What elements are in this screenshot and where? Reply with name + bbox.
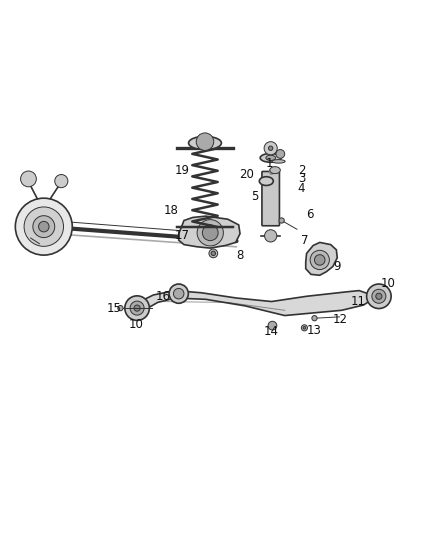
Text: 6: 6 bbox=[307, 208, 314, 221]
Circle shape bbox=[21, 171, 36, 187]
Text: 11: 11 bbox=[350, 295, 365, 308]
Circle shape bbox=[15, 198, 72, 255]
Ellipse shape bbox=[272, 159, 285, 163]
Circle shape bbox=[134, 305, 140, 311]
Text: 17: 17 bbox=[175, 229, 190, 243]
Circle shape bbox=[197, 220, 223, 246]
Text: 10: 10 bbox=[128, 318, 143, 331]
Text: 8: 8 bbox=[237, 249, 244, 262]
Circle shape bbox=[303, 327, 306, 329]
Circle shape bbox=[196, 133, 214, 150]
Ellipse shape bbox=[188, 136, 222, 150]
Text: 4: 4 bbox=[298, 182, 305, 195]
Text: 14: 14 bbox=[264, 325, 279, 338]
Text: 19: 19 bbox=[174, 164, 189, 176]
Text: 13: 13 bbox=[307, 324, 321, 336]
Circle shape bbox=[265, 230, 277, 242]
Circle shape bbox=[268, 146, 273, 150]
Ellipse shape bbox=[260, 154, 281, 162]
Circle shape bbox=[279, 218, 284, 223]
Circle shape bbox=[211, 251, 215, 255]
Circle shape bbox=[367, 284, 391, 309]
Circle shape bbox=[130, 301, 144, 315]
Circle shape bbox=[209, 249, 218, 258]
Text: 3: 3 bbox=[298, 172, 305, 185]
Text: 1: 1 bbox=[265, 157, 273, 170]
Text: 15: 15 bbox=[107, 302, 122, 314]
Text: 5: 5 bbox=[251, 190, 258, 203]
Polygon shape bbox=[134, 290, 372, 316]
Circle shape bbox=[268, 321, 277, 330]
Circle shape bbox=[314, 255, 325, 265]
Circle shape bbox=[310, 251, 329, 270]
Circle shape bbox=[312, 316, 317, 321]
Circle shape bbox=[125, 296, 149, 320]
Ellipse shape bbox=[259, 177, 273, 185]
Circle shape bbox=[39, 221, 49, 232]
FancyBboxPatch shape bbox=[262, 172, 279, 226]
Ellipse shape bbox=[266, 155, 276, 160]
Text: 20: 20 bbox=[239, 168, 254, 181]
Circle shape bbox=[264, 142, 277, 155]
Circle shape bbox=[33, 216, 55, 238]
Circle shape bbox=[55, 174, 68, 188]
Text: 7: 7 bbox=[301, 233, 309, 247]
Ellipse shape bbox=[270, 167, 280, 174]
Text: 9: 9 bbox=[333, 260, 340, 273]
Text: 10: 10 bbox=[381, 277, 396, 289]
Text: 18: 18 bbox=[164, 204, 179, 217]
Circle shape bbox=[276, 150, 285, 158]
Circle shape bbox=[24, 207, 64, 246]
Polygon shape bbox=[306, 243, 337, 275]
Circle shape bbox=[118, 305, 123, 311]
Circle shape bbox=[301, 325, 307, 331]
Text: 12: 12 bbox=[333, 312, 348, 326]
Circle shape bbox=[202, 225, 218, 241]
Circle shape bbox=[169, 284, 188, 303]
Text: 2: 2 bbox=[298, 164, 305, 176]
Circle shape bbox=[376, 293, 382, 300]
Polygon shape bbox=[179, 216, 240, 248]
Text: 16: 16 bbox=[156, 290, 171, 303]
Circle shape bbox=[372, 289, 386, 303]
Circle shape bbox=[173, 288, 184, 299]
